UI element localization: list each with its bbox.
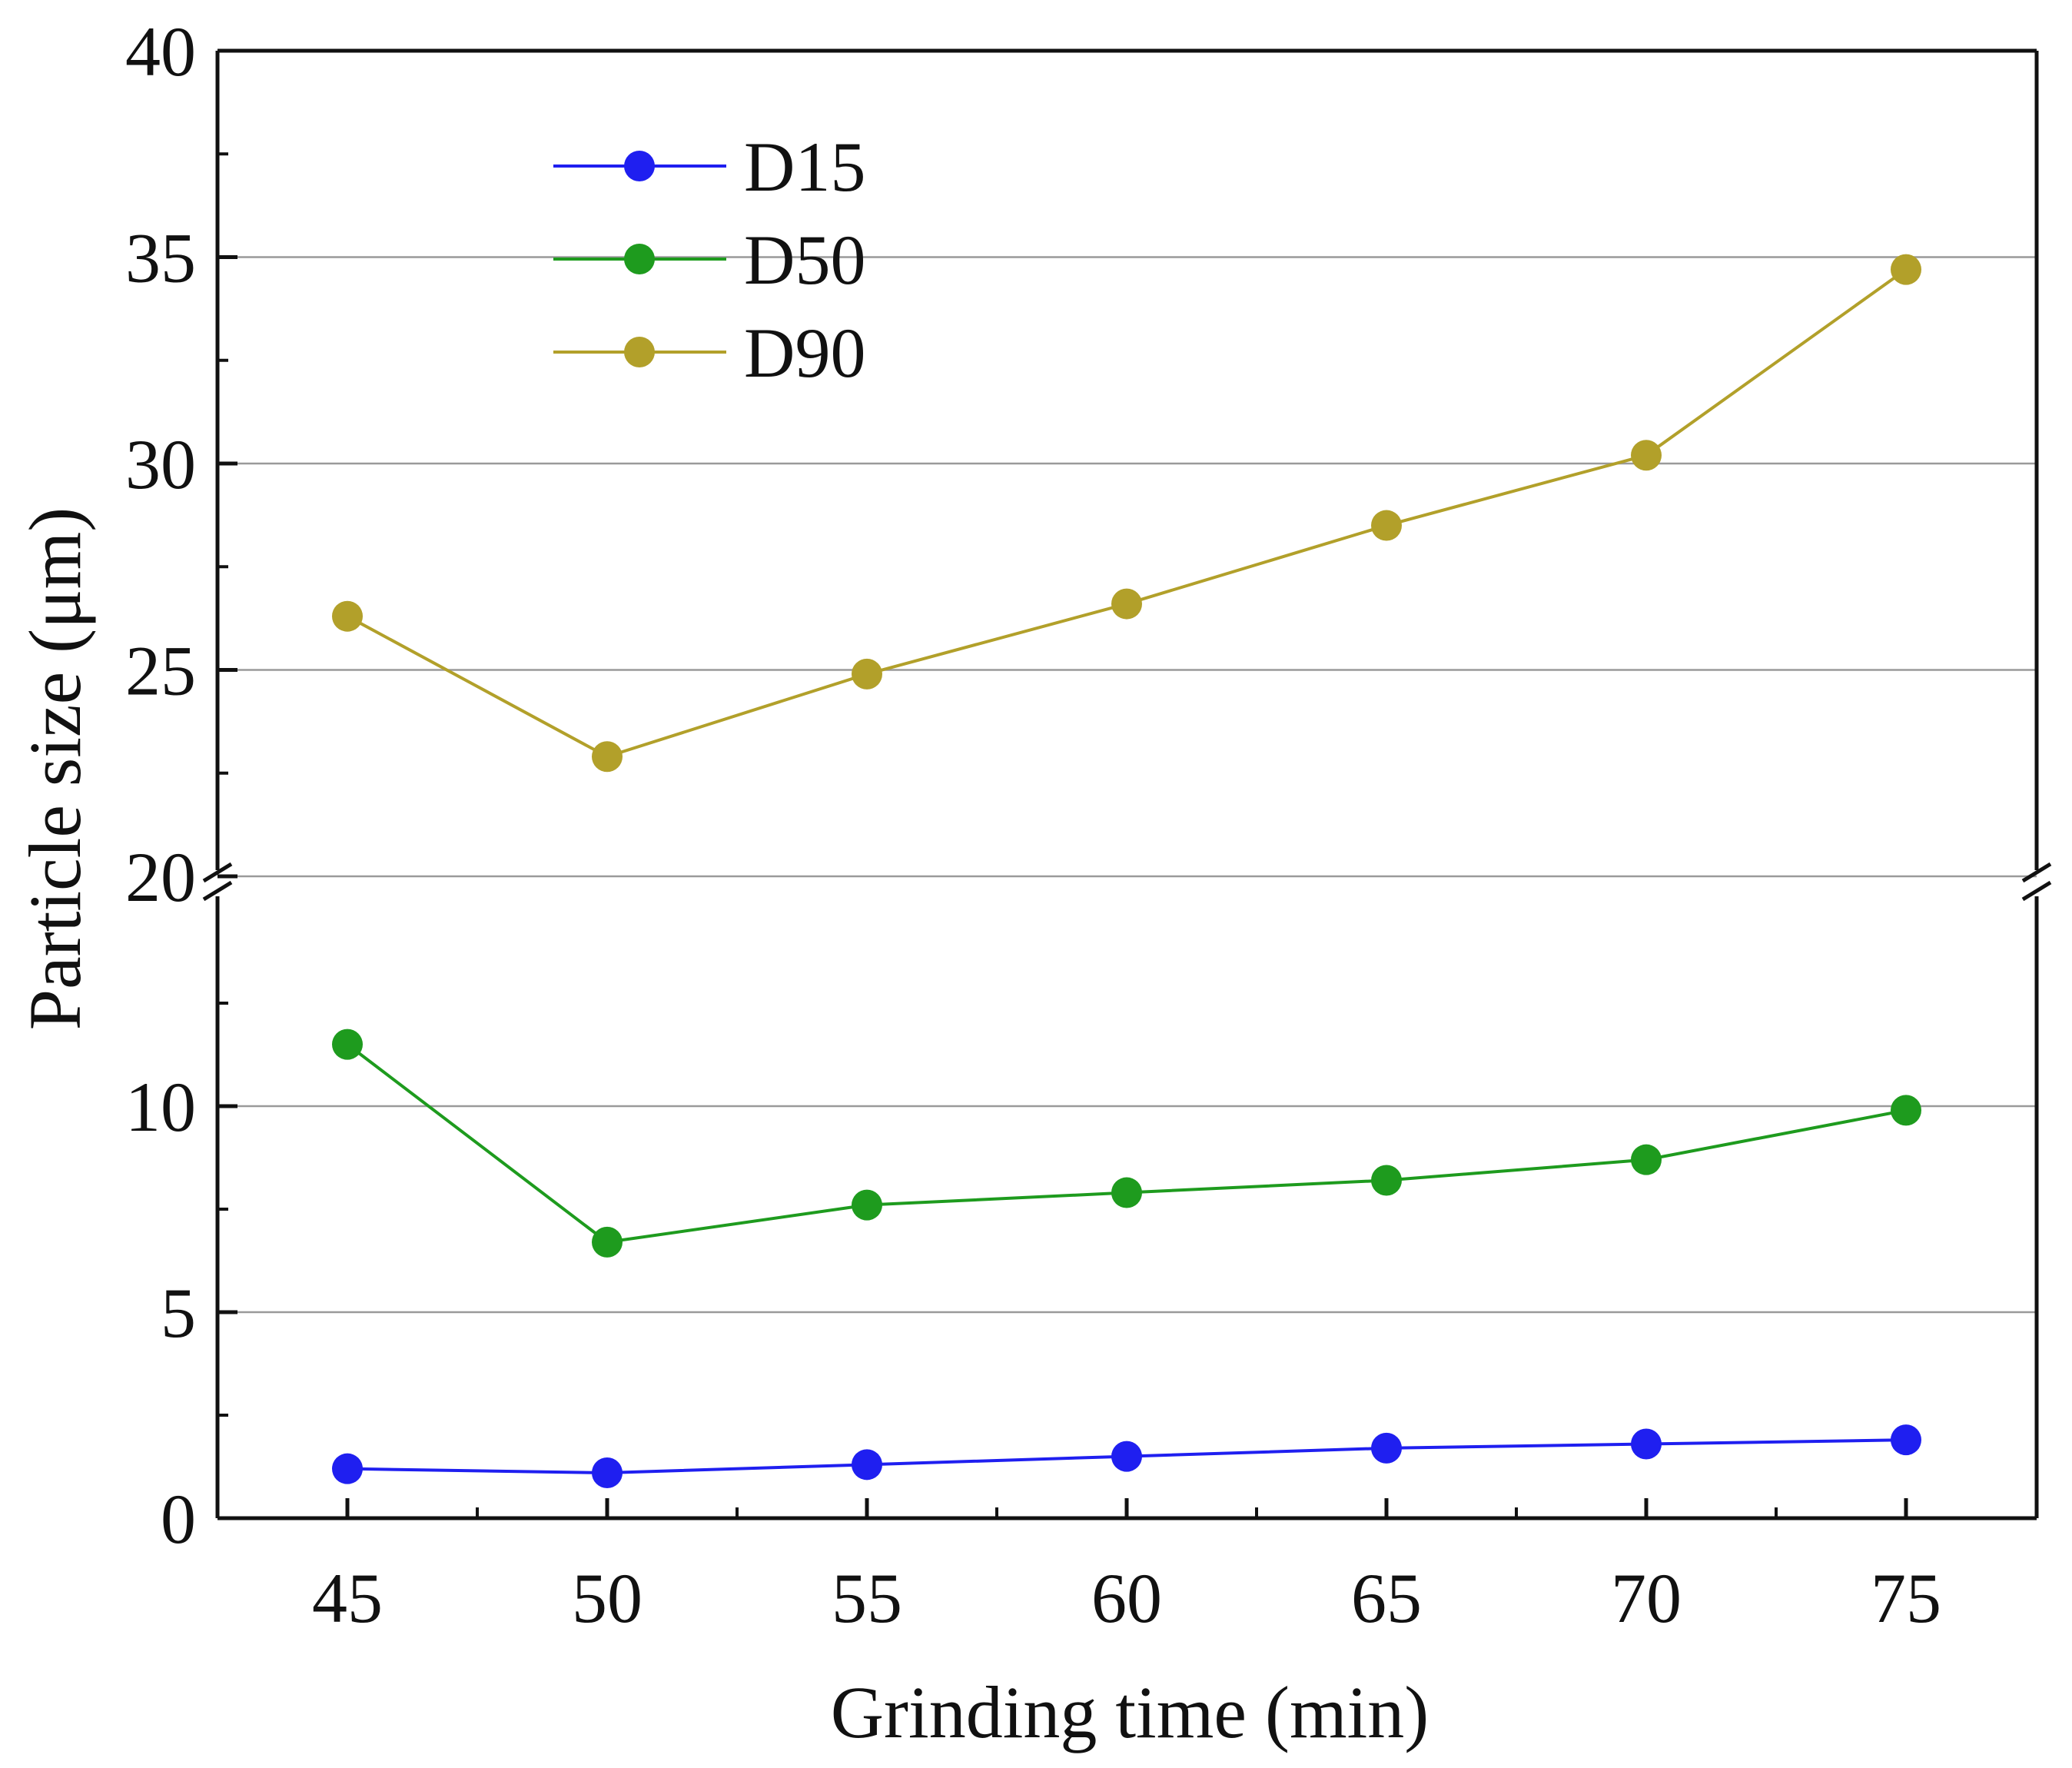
x-tick-label: 75 [1871,1559,1941,1637]
data-point-d90-75 [1891,254,1921,285]
right-axis-break-mark-2 [2021,880,2052,902]
axes [202,48,2052,1520]
series-line-d50 [346,1043,1907,1244]
data-point-d50-50 [592,1226,623,1258]
data-point-d90-65 [1371,510,1402,541]
axis-ticks: 0 5 10 20 25 30 35 40 45 50 55 60 65 70 75 [125,12,1941,1637]
data-point-d15-45 [332,1453,363,1484]
x-tick-label: 60 [1091,1559,1162,1637]
x-tick-label: 45 [312,1559,383,1637]
data-point-d15-55 [852,1449,882,1481]
data-point-d50-70 [1631,1144,1662,1175]
legend-marker-d90 [624,337,655,367]
data-point-d15-60 [1111,1441,1142,1472]
left-axis-break-mark-1 [202,862,233,883]
data-point-d50-75 [1891,1095,1921,1126]
data-point-d15-65 [1371,1432,1402,1464]
y-tick-label: 10 [125,1068,196,1146]
legend-label-d15: D15 [744,128,865,206]
data-point-d50-65 [1371,1165,1402,1196]
data-point-d90-50 [592,741,623,773]
y-tick-label: 5 [161,1274,196,1352]
legend-marker-d50 [624,244,655,274]
data-point-d90-45 [332,600,363,632]
x-tick-label: 50 [572,1559,643,1637]
legend: D15 D50 D90 [553,128,865,392]
x-tick-label: 70 [1611,1559,1682,1637]
y-tick-label: 30 [125,425,196,503]
right-axis-break-mark-1 [2021,862,2052,883]
y-tick-label: 20 [125,838,196,916]
legend-label-d90: D90 [744,314,865,392]
y-axis-title: Particle size (μm) [14,507,96,1031]
x-tick-label: 65 [1351,1559,1422,1637]
y-tick-label: 40 [125,12,196,91]
left-axis-break-mark-2 [202,880,233,902]
data-point-d90-70 [1631,440,1662,471]
data-point-d90-60 [1111,588,1142,620]
data-point-d90-55 [852,658,882,690]
series-group [332,254,1921,1489]
series-line-d90 [347,268,1908,759]
legend-label-d50: D50 [744,221,865,299]
x-axis-title: Grinding time (min) [831,1671,1429,1753]
legend-marker-d15 [624,151,655,181]
data-point-d15-70 [1631,1428,1662,1460]
data-point-d50-60 [1111,1177,1142,1208]
y-tick-label: 25 [125,632,196,710]
data-point-d15-75 [1891,1424,1921,1456]
data-point-d50-55 [852,1189,882,1221]
grid-lines [217,256,2037,1314]
data-point-d15-50 [592,1457,623,1489]
y-tick-label: 0 [161,1480,196,1558]
data-point-d50-45 [332,1029,363,1060]
x-tick-label: 55 [832,1559,902,1637]
y-tick-label: 35 [125,219,196,297]
